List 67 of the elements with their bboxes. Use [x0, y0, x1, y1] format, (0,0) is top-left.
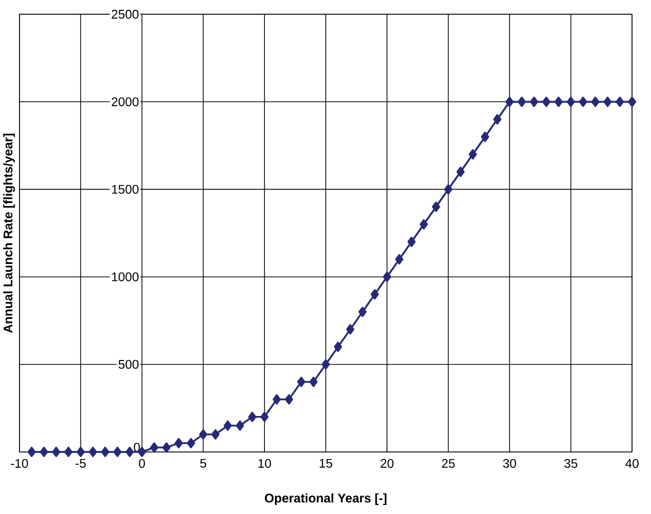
point — [174, 438, 183, 448]
point — [88, 446, 98, 457]
point — [248, 412, 256, 422]
point — [554, 96, 563, 107]
point — [334, 342, 342, 352]
point — [518, 96, 526, 107]
point — [444, 184, 452, 194]
x-tick-label: 35 — [564, 458, 578, 468]
point — [395, 254, 404, 264]
x-tick-label: -10 — [10, 458, 28, 468]
point — [64, 446, 73, 457]
point — [616, 96, 624, 107]
point — [284, 394, 294, 404]
point — [370, 289, 379, 300]
point — [432, 202, 440, 212]
point — [28, 446, 36, 457]
point — [456, 166, 465, 177]
x-tick-label: 20 — [380, 458, 394, 468]
y-tick-label: 500 — [118, 360, 139, 369]
point — [591, 96, 600, 107]
x-tick-label: 40 — [625, 458, 639, 468]
point — [76, 446, 85, 457]
point — [493, 114, 502, 124]
point — [52, 446, 60, 457]
point — [566, 96, 575, 107]
x-axis-title: Operational Years [-] — [264, 493, 386, 505]
point — [578, 96, 588, 107]
point — [297, 376, 306, 387]
point — [603, 96, 612, 107]
x-tick-label: 5 — [200, 458, 206, 468]
point — [260, 412, 269, 422]
point — [113, 446, 122, 457]
y-tick-label: 1500 — [112, 184, 139, 194]
y-tick-label: 1000 — [112, 272, 139, 282]
point — [530, 96, 538, 107]
point — [309, 376, 318, 387]
point — [420, 219, 428, 230]
x-tick-label: 15 — [320, 458, 332, 468]
point — [126, 446, 134, 457]
point — [480, 132, 490, 142]
point — [407, 236, 416, 247]
x-tick-label: 0 — [138, 458, 145, 468]
y-tick-label: 2500 — [112, 10, 139, 19]
point — [322, 359, 330, 370]
point — [628, 96, 636, 107]
point — [542, 96, 550, 107]
point — [40, 446, 48, 457]
point — [468, 149, 477, 160]
point — [101, 446, 110, 457]
point — [224, 420, 232, 431]
point — [162, 442, 171, 453]
point — [346, 324, 354, 334]
y-axis-title: Annual Launch Rate [flights/year] — [3, 134, 15, 333]
point — [150, 442, 158, 453]
point — [211, 429, 220, 440]
x-tick-label: 30 — [503, 458, 516, 468]
x-tick-label: 25 — [442, 458, 455, 468]
x-tick-label: -5 — [76, 458, 86, 468]
point — [505, 96, 514, 107]
point — [272, 394, 281, 404]
y-tick-label: 2000 — [112, 97, 139, 106]
x-tick-label: 10 — [258, 458, 271, 468]
point — [382, 272, 392, 282]
point — [236, 420, 244, 431]
point — [358, 306, 367, 317]
point — [199, 429, 208, 440]
point — [186, 438, 196, 448]
